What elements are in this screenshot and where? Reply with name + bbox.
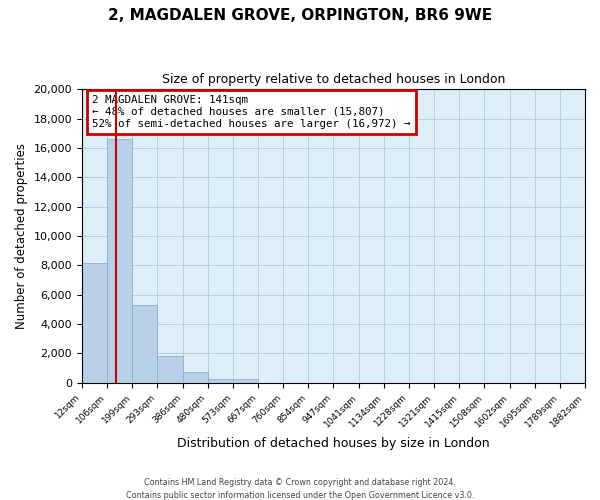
Title: Size of property relative to detached houses in London: Size of property relative to detached ho… xyxy=(162,72,505,86)
Bar xyxy=(208,378,233,383)
Bar xyxy=(82,262,107,383)
Text: 2, MAGDALEN GROVE, ORPINGTON, BR6 9WE: 2, MAGDALEN GROVE, ORPINGTON, BR6 9WE xyxy=(108,8,492,22)
Bar xyxy=(132,305,157,383)
X-axis label: Distribution of detached houses by size in London: Distribution of detached houses by size … xyxy=(177,437,490,450)
Bar xyxy=(107,140,132,383)
Y-axis label: Number of detached properties: Number of detached properties xyxy=(15,143,28,329)
Bar xyxy=(182,372,208,383)
Text: Contains HM Land Registry data © Crown copyright and database right 2024.
Contai: Contains HM Land Registry data © Crown c… xyxy=(126,478,474,500)
Bar xyxy=(157,356,182,383)
Text: 2 MAGDALEN GROVE: 141sqm
← 48% of detached houses are smaller (15,807)
52% of se: 2 MAGDALEN GROVE: 141sqm ← 48% of detach… xyxy=(92,96,410,128)
Bar xyxy=(233,378,258,383)
